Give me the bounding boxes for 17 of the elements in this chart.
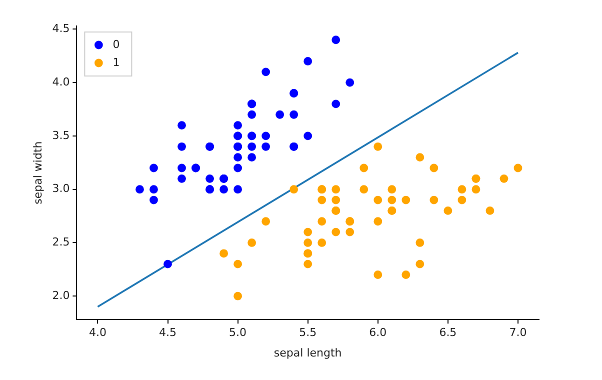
x-tick-label: 6.5 bbox=[439, 326, 457, 340]
x-tick-label: 7.0 bbox=[509, 326, 527, 340]
x-tick-label: 5.5 bbox=[299, 326, 317, 340]
y-tick-label: 4.5 bbox=[52, 22, 70, 36]
y-tick-label: 3.0 bbox=[52, 182, 70, 196]
x-tick-label: 6.0 bbox=[369, 326, 387, 340]
y-tick-label: 2.5 bbox=[52, 236, 70, 249]
x-axis-title: sepal length bbox=[274, 346, 342, 360]
legend-label: 0 bbox=[112, 38, 120, 51]
y-tick-label: 4.0 bbox=[52, 75, 70, 88]
y-axis-title: sepal width bbox=[31, 141, 44, 204]
legend-label: 1 bbox=[112, 56, 120, 69]
x-tick-label: 4.0 bbox=[88, 326, 106, 340]
x-tick-label: 4.5 bbox=[159, 326, 177, 340]
y-tick-label: 2.0 bbox=[52, 288, 70, 302]
x-tick-label: 5.0 bbox=[229, 326, 247, 340]
y-tick-label: 3.5 bbox=[52, 128, 70, 142]
